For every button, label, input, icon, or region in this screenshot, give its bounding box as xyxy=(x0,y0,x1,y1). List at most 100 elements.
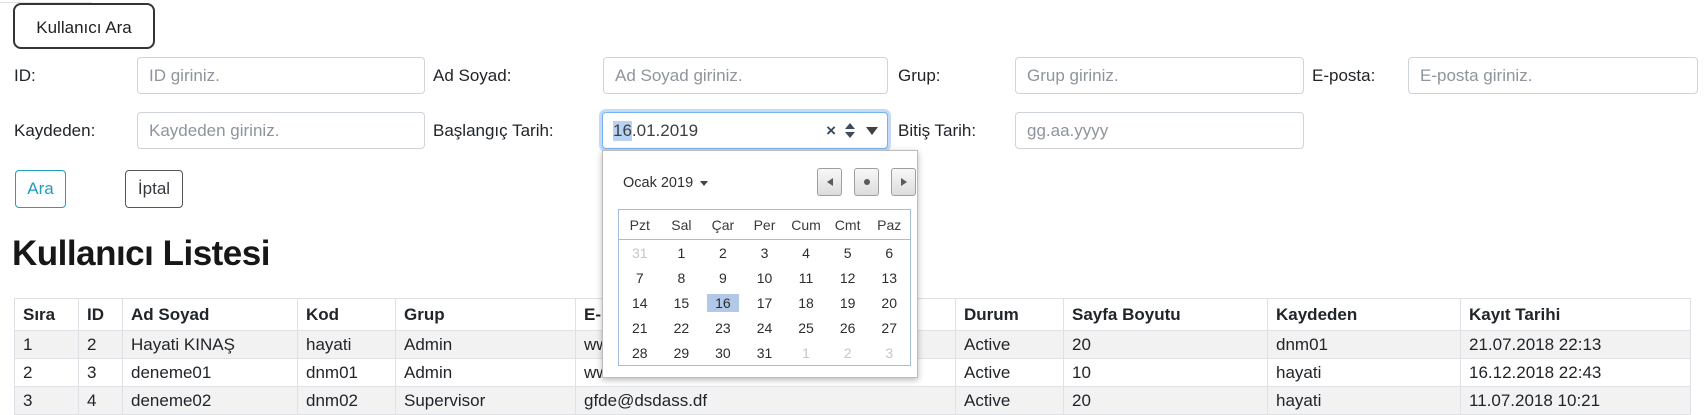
calendar-day-selected[interactable]: 16 xyxy=(702,290,744,315)
today-button[interactable] xyxy=(854,168,879,196)
date-segment-rest[interactable]: .01.2019 xyxy=(631,120,699,140)
calendar-day[interactable]: 12 xyxy=(839,269,856,286)
eposta-input[interactable] xyxy=(1408,57,1698,94)
cell-adsoyad: Hayati KINAŞ xyxy=(122,330,298,359)
ara-button[interactable]: Ara xyxy=(15,170,66,208)
ad-soyad-input[interactable] xyxy=(603,57,888,94)
today-dot-icon xyxy=(863,179,870,185)
cell-durum: Active xyxy=(955,330,1064,359)
date-segment-day-selected[interactable]: 16 xyxy=(613,120,632,141)
prev-month-button[interactable] xyxy=(817,168,842,196)
weekday-label: Çar xyxy=(711,216,735,233)
month-year-dropdown[interactable]: Ocak 2019 xyxy=(623,175,709,191)
calendar-day[interactable]: 7 xyxy=(635,269,644,286)
calendar-day[interactable]: 25 xyxy=(798,319,814,336)
calendar-day[interactable]: 13 xyxy=(881,269,897,286)
cell-kaydeden: hayati xyxy=(1267,358,1461,387)
bitis-tarih-input[interactable] xyxy=(1015,112,1304,149)
col-kayit-tarihi: Kayıt Tarihi xyxy=(1460,298,1691,331)
spin-down-icon[interactable] xyxy=(845,132,855,138)
calendar-day[interactable]: 17 xyxy=(756,294,773,311)
table-row: 2 3 deneme01 dnm01 Admin ww Active 10 hayati 16.1… xyxy=(14,358,1691,387)
month-year-label: Ocak 2019 xyxy=(623,175,694,191)
cell-sayfa-boyutu: 20 xyxy=(1063,330,1268,359)
cell-kod: dnm01 xyxy=(297,358,396,387)
calendar-day[interactable]: 11 xyxy=(798,269,814,286)
calendar-day[interactable]: 14 xyxy=(631,294,648,311)
cell-kaydeden: hayati xyxy=(1267,386,1461,415)
month-dropdown-arrow-icon xyxy=(700,180,709,186)
calendar-day[interactable]: 3 xyxy=(760,244,769,261)
weekday-label: Cmt xyxy=(834,216,861,233)
calendar-day[interactable]: 19 xyxy=(839,294,856,311)
weekday-header: Pzt Sal Çar Per Cum Cmt Paz xyxy=(619,210,910,240)
calendar-dropdown-icon[interactable] xyxy=(866,126,878,135)
cell-kayit-tarihi: 21.07.2018 22:13 xyxy=(1460,330,1691,359)
calendar-day[interactable]: 30 xyxy=(715,344,731,361)
eposta-label: E-posta: xyxy=(1312,66,1376,85)
baslangic-tarih-date-input[interactable]: 16.01.2019 × xyxy=(602,112,888,149)
calendar-day[interactable]: 31 xyxy=(756,344,773,361)
cell-kaydeden: dnm01 xyxy=(1267,330,1461,359)
cell-id: 4 xyxy=(78,386,123,415)
calendar-day[interactable]: 4 xyxy=(802,244,810,261)
calendar-day[interactable]: 1 xyxy=(802,344,810,361)
cell-durum: Active xyxy=(955,386,1064,415)
calendar-day[interactable]: 27 xyxy=(881,319,897,336)
cell-adsoyad: deneme01 xyxy=(122,358,298,387)
spin-up-icon[interactable] xyxy=(845,123,855,129)
clear-date-icon[interactable]: × xyxy=(826,121,836,140)
calendar-day[interactable]: 28 xyxy=(631,344,648,361)
calendar-day[interactable]: 15 xyxy=(673,294,690,311)
cell-sira: 1 xyxy=(14,330,79,359)
cell-sayfa-boyutu: 20 xyxy=(1063,386,1268,415)
calendar-day[interactable]: 24 xyxy=(756,319,773,336)
calendar-day[interactable]: 2 xyxy=(843,344,852,361)
datepicker-popup: Ocak 2019 Pzt Sal Çar Per Cum Cmt Paz 31… xyxy=(602,150,918,378)
calendar-day[interactable]: 23 xyxy=(715,319,731,336)
ad-soyad-label: Ad Soyad: xyxy=(433,66,512,85)
calendar-day[interactable]: 22 xyxy=(673,319,690,336)
weekday-label: Sal xyxy=(671,216,692,233)
grup-input[interactable] xyxy=(1015,57,1304,94)
cell-sira: 2 xyxy=(14,358,79,387)
cell-kod: hayati xyxy=(297,330,396,359)
id-label: ID: xyxy=(14,66,36,85)
col-grup: Grup xyxy=(395,298,576,331)
calendar-day[interactable]: 20 xyxy=(881,294,897,311)
calendar-day[interactable]: 18 xyxy=(798,294,814,311)
calendar-day[interactable]: 6 xyxy=(885,244,894,261)
col-id: ID xyxy=(78,298,123,331)
calendar-day[interactable]: 10 xyxy=(756,269,773,286)
cell-adsoyad: deneme02 xyxy=(122,386,298,415)
calendar-day[interactable]: 1 xyxy=(677,244,686,261)
cell-eposta: gfde@dsdass.df xyxy=(575,386,956,415)
calendar-day[interactable]: 3 xyxy=(885,344,894,361)
calendar-day[interactable]: 5 xyxy=(843,244,852,261)
iptal-button[interactable]: İptal xyxy=(125,170,183,208)
table-row: 3 4 deneme02 dnm02 Supervisor gfde@dsdass.df A… xyxy=(14,386,1691,415)
cell-grup: Admin xyxy=(395,330,576,359)
weekday-label: Per xyxy=(753,216,776,233)
id-input[interactable] xyxy=(137,57,425,94)
cell-kayit-tarihi: 11.07.2018 10:21 xyxy=(1460,386,1691,415)
next-month-button[interactable] xyxy=(891,168,916,196)
kaydeden-input[interactable] xyxy=(137,112,425,149)
cell-grup: Admin xyxy=(395,358,576,387)
weekday-label: Pzt xyxy=(629,216,650,233)
calendar-day[interactable]: 21 xyxy=(631,319,648,336)
calendar-day[interactable]: 26 xyxy=(839,319,856,336)
cell-kayit-tarihi: 16.12.2018 22:43 xyxy=(1460,358,1691,387)
cell-sayfa-boyutu: 10 xyxy=(1063,358,1268,387)
calendar-day[interactable]: 9 xyxy=(719,269,727,286)
col-durum: Durum xyxy=(955,298,1064,331)
date-spinner[interactable] xyxy=(845,123,855,138)
bitis-tarih-label: Bitiş Tarih: xyxy=(898,121,977,140)
calendar-day[interactable]: 31 xyxy=(631,244,648,261)
next-arrow-icon xyxy=(900,178,907,186)
calendar-day[interactable]: 29 xyxy=(673,344,690,361)
col-sayfa-boyutu: Sayfa Boyutu xyxy=(1063,298,1268,331)
calendar-day[interactable]: 8 xyxy=(677,269,686,286)
fieldset-top-border xyxy=(0,2,92,3)
calendar-day[interactable]: 2 xyxy=(719,244,727,261)
